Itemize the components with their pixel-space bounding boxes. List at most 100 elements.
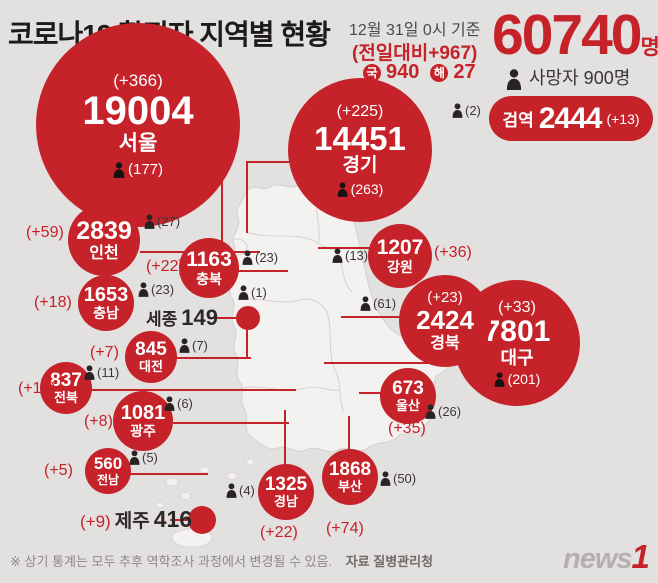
quarantine-deaths-row: (2) [452, 103, 481, 118]
connector-ulsan [359, 392, 383, 394]
region-value: 845 [135, 338, 167, 360]
source-text: 자료 질병관리청 [345, 554, 434, 569]
deaths-count: (27) [157, 214, 181, 229]
deaths-count: (26) [438, 404, 462, 419]
region-circle-daejeon: 845 대전 [125, 331, 177, 383]
region-name: 전남 [96, 472, 120, 487]
connector-daejeon [175, 357, 251, 359]
region-name: 울산 [396, 398, 420, 414]
connector-sejong-v [246, 329, 248, 359]
deaths-daejeon: (7) [179, 338, 208, 353]
region-circle-jeonbuk: 837 전북 [40, 362, 92, 414]
deaths-chungnam: (23) [138, 282, 174, 297]
deaths-count: (13) [345, 248, 369, 263]
deaths-total-label: 사망자 900명 [529, 68, 631, 88]
deaths-ulsan: (26) [425, 404, 461, 419]
connector-gwangju [173, 422, 289, 424]
person-icon [84, 365, 95, 380]
delta-jeonnam: (+5) [44, 462, 73, 479]
region-circle-chungbuk: 1163 충북 [179, 238, 239, 298]
quarantine-label: 검역 [502, 111, 534, 130]
region-name: 광주 [130, 423, 156, 440]
date-label: 12월 31일 0시 기준 [349, 22, 481, 39]
delta-chungbuk: (+22) [146, 258, 184, 275]
person-icon [144, 214, 155, 229]
region-name: 강원 [387, 258, 413, 275]
region-circle-busan: 1868 부산 [322, 449, 378, 505]
delta-gyeongnam: (+22) [260, 524, 298, 541]
region-circle-chungnam: 1653 충남 [78, 275, 134, 331]
connector-busan [348, 416, 350, 452]
region-circle-gyeonggi: (+225) 14451 경기 (263) [288, 78, 432, 222]
connector-jeonbuk [91, 389, 296, 391]
person-icon [452, 103, 463, 118]
person-icon [138, 282, 149, 297]
region-name: 경기 [342, 155, 378, 177]
deaths-busan: (50) [380, 471, 416, 486]
region-deaths-row: (177) [113, 161, 164, 179]
region-circle-sejong [236, 306, 260, 330]
delta-chungnam: (+18) [34, 294, 72, 311]
region-delta: (+225) [336, 103, 384, 121]
total-value: 60740 [492, 3, 643, 67]
region-delta: (+23) [427, 289, 463, 307]
deaths-count: (23) [151, 282, 175, 297]
region-name: 대전 [139, 359, 163, 375]
region-name: 경남 [274, 494, 298, 510]
deaths-chungbuk: (23) [242, 250, 278, 265]
deaths-incheon: (27) [144, 214, 180, 229]
person-icon [164, 396, 175, 411]
region-name: 전북 [54, 390, 78, 406]
region-name: 경북 [430, 334, 460, 352]
person-icon [506, 69, 522, 90]
region-value: 2424 [416, 305, 474, 336]
delta-daejeon: (+7) [90, 344, 119, 361]
deaths-total-row: 사망자 900명 [506, 64, 630, 90]
deaths-sejong: (1) [238, 285, 267, 300]
connector-gangwon [318, 247, 370, 249]
region-value: 1325 [264, 473, 308, 495]
region-delta: (+9) [80, 512, 111, 531]
region-circle-jeju [188, 506, 216, 534]
region-deaths: (201) [507, 370, 541, 387]
deaths-gyeongbuk: (61) [360, 296, 396, 311]
logo-one-text: 1 [631, 538, 650, 575]
person-icon [494, 372, 505, 387]
deaths-count: (50) [393, 471, 417, 486]
logo-news-text: news [563, 543, 633, 575]
connector-gyeonggi-v [246, 161, 248, 233]
news1-logo: news1 [563, 538, 650, 576]
region-value: 7801 [483, 315, 551, 349]
region-name: 부산 [338, 479, 362, 495]
new-cases-row: 국 940 해 27 [363, 61, 476, 84]
deaths-count: (6) [177, 396, 193, 411]
quarantine-deaths: (2) [465, 103, 481, 118]
delta-ulsan: (+35) [388, 420, 426, 437]
jeju-label: (+9) 제주 416 [80, 506, 192, 533]
deaths-gwangju: (6) [164, 396, 193, 411]
connector-gyeongnam [284, 410, 286, 466]
region-value: 149 [181, 305, 218, 330]
deaths-jeonbuk: (11) [84, 365, 119, 380]
region-deaths-row: (263) [337, 180, 384, 197]
region-value: 837 [50, 369, 82, 391]
region-deaths: (263) [350, 180, 384, 197]
quarantine-value: 2444 [538, 101, 603, 135]
connector-chungbuk [236, 270, 288, 272]
person-icon [332, 248, 343, 263]
delta-busan: (+74) [326, 520, 364, 537]
quarantine-delta: (+13) [606, 110, 640, 127]
region-deaths: (177) [127, 161, 164, 179]
region-value: 14451 [314, 119, 406, 157]
deaths-count: (1) [251, 285, 267, 300]
person-icon [179, 338, 190, 353]
total-confirmed: 60740 명 [492, 2, 658, 68]
region-circle-gyeongnam: 1325 경남 [258, 464, 314, 520]
region-value: 416 [153, 506, 193, 532]
region-name: 서울 [118, 132, 158, 156]
footer-note: ※ 상기 통계는 모두 추후 역학조사 과정에서 변경될 수 있음. 자료 질병… [10, 551, 433, 570]
region-value: 1163 [186, 248, 232, 272]
region-name: 대구 [500, 347, 534, 368]
sejong-label: 세종 149 [146, 305, 218, 331]
